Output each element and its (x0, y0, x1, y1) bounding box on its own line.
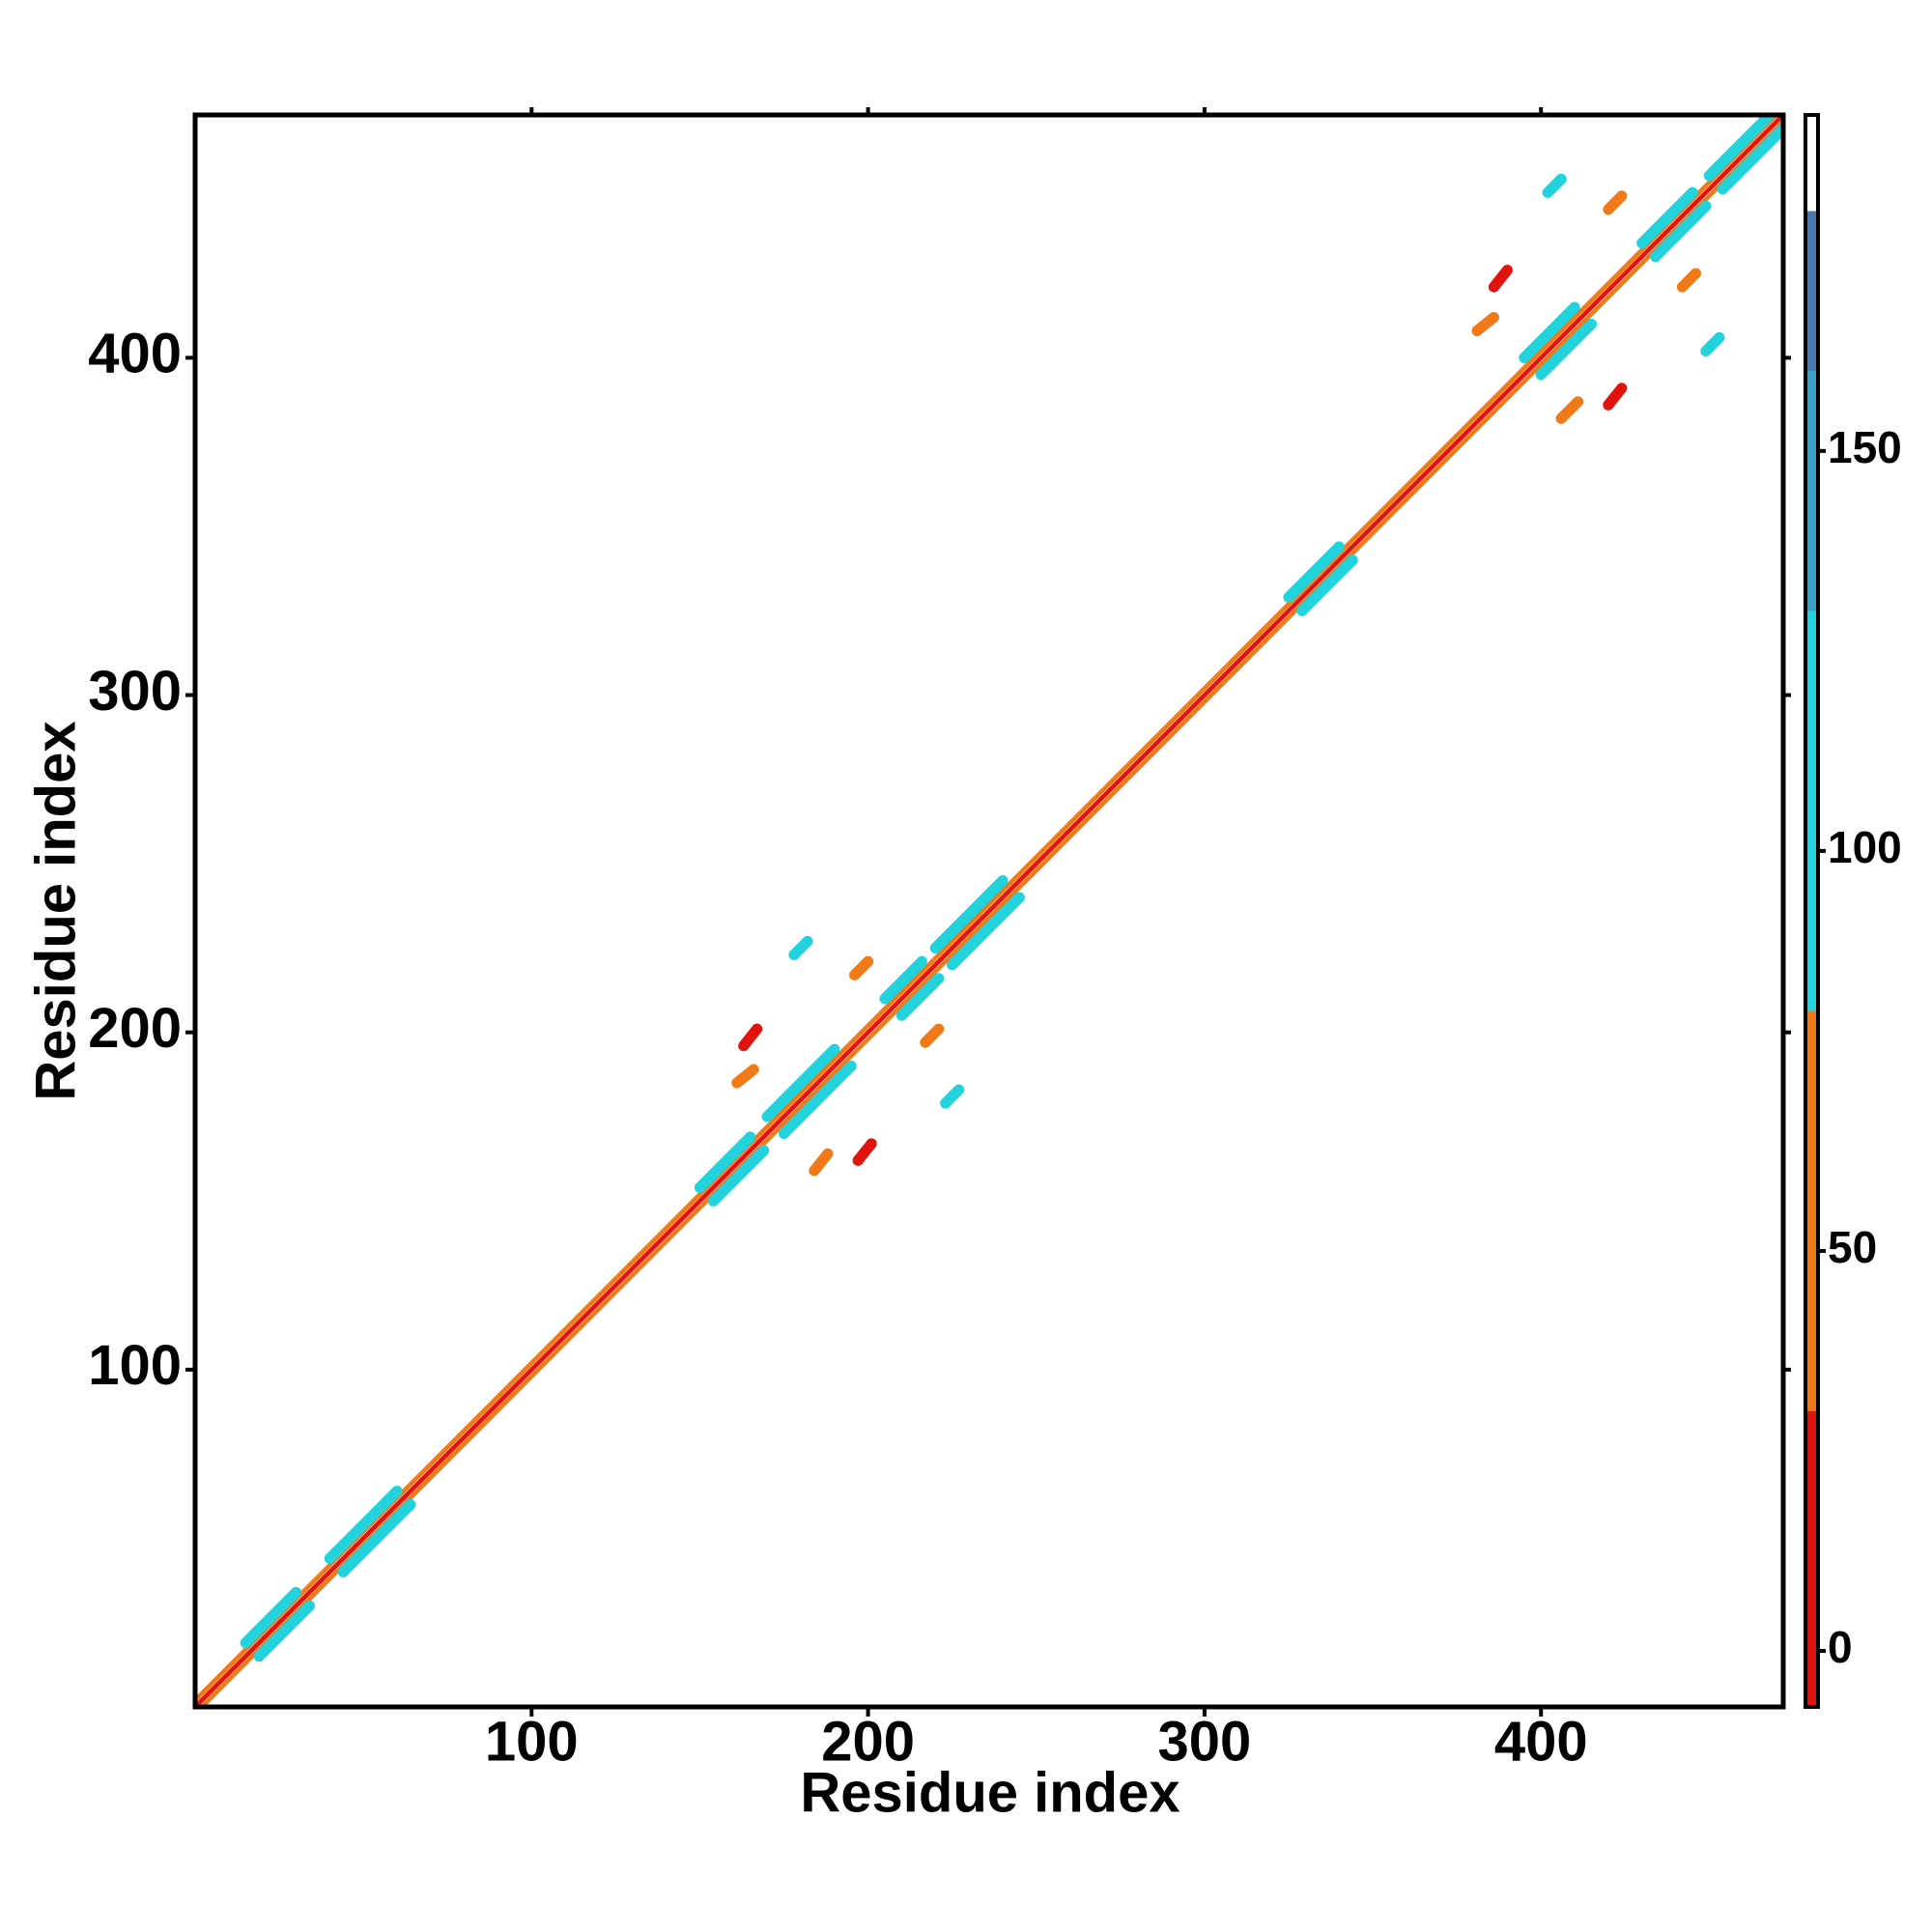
colorbar-tick-label: 100 (1828, 822, 1902, 872)
colorbar-band (1805, 611, 1818, 1011)
contact (1717, 123, 1783, 195)
colorbar-frame (1804, 113, 1820, 1709)
y-tick-label: 100 (88, 1334, 182, 1397)
contact (778, 1061, 857, 1140)
contact (1636, 186, 1698, 249)
colorbar-tick-label: 50 (1828, 1222, 1877, 1272)
contact (879, 955, 927, 1005)
contact (337, 1498, 416, 1577)
contact (1700, 331, 1725, 356)
x-tick-label: 400 (1494, 1710, 1588, 1773)
contact (809, 1148, 834, 1177)
contact (731, 1064, 759, 1089)
contact (1519, 301, 1580, 363)
contact (849, 955, 874, 980)
contact (324, 1485, 403, 1564)
colorbar-band (1805, 1410, 1818, 1707)
colorbar-band (1805, 115, 1818, 212)
y-tick-label: 300 (88, 660, 182, 723)
colorbar-tick-label: 150 (1828, 422, 1902, 472)
contact (947, 892, 1025, 971)
contact (1296, 554, 1358, 616)
contact (694, 1131, 756, 1193)
contact (895, 973, 945, 1021)
contact (1542, 173, 1567, 198)
contact (852, 1138, 877, 1166)
x-tick-label: 100 (485, 1710, 579, 1773)
contact (1535, 318, 1598, 381)
contact (1555, 396, 1584, 424)
heatmap-area (195, 115, 1783, 1707)
contact (1603, 383, 1628, 411)
contact (199, 118, 1783, 1707)
contact (1471, 311, 1500, 337)
y-tick-label: 400 (88, 323, 182, 385)
contact (1488, 265, 1513, 293)
contact (240, 1586, 302, 1649)
contact (761, 1043, 840, 1122)
colorbar-tick-label: 0 (1828, 1622, 1853, 1672)
contact (1676, 268, 1702, 293)
contact (195, 115, 1780, 1703)
contact (1703, 115, 1776, 182)
colorbar-band (1805, 211, 1818, 372)
x-tick-label: 300 (1158, 1710, 1252, 1773)
contact (920, 1023, 945, 1048)
contact (738, 1023, 763, 1052)
contact (1603, 190, 1628, 215)
x-tick-label: 200 (821, 1710, 915, 1773)
contact (929, 875, 1009, 953)
contact (195, 115, 1783, 1707)
contact (1283, 541, 1345, 603)
y-tick-label: 200 (88, 997, 182, 1060)
contact (940, 1084, 965, 1109)
plot-frame (192, 112, 1786, 1710)
contact (788, 935, 813, 960)
colorbar-band (1805, 1010, 1818, 1411)
contact (1650, 200, 1712, 263)
contact (707, 1145, 770, 1207)
colorbar-band (1805, 371, 1818, 611)
y-axis-title: Residue index (24, 721, 87, 1100)
contact (253, 1600, 315, 1662)
x-axis-title: Residue index (800, 1761, 1179, 1824)
